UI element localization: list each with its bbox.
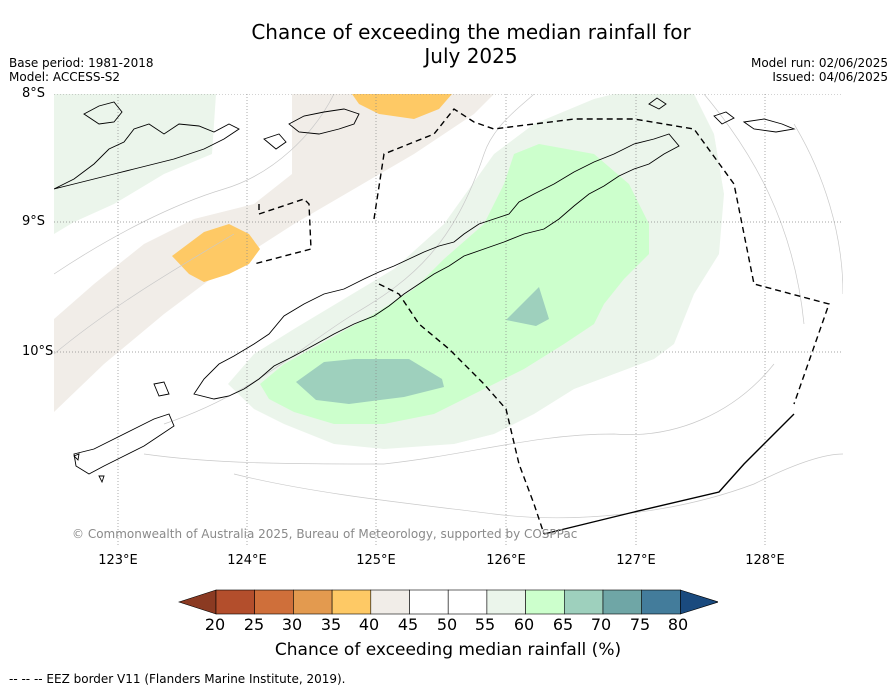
rainfall-map bbox=[54, 94, 843, 546]
colorbar-cell-1 bbox=[215, 589, 256, 615]
model-run: Model run: 02/06/2025 bbox=[750, 56, 888, 70]
colorbar-tick-55: 55 bbox=[474, 615, 496, 634]
contour-lines bbox=[54, 94, 843, 519]
colorbar-cell-10 bbox=[563, 589, 604, 615]
colorbar-cell-2 bbox=[254, 589, 294, 615]
lon-label-127e: 127°E bbox=[616, 553, 656, 568]
lat-label-8s: 8°S bbox=[22, 86, 46, 101]
coast-small-1 bbox=[73, 381, 170, 484]
coast-north-islands bbox=[83, 101, 360, 150]
region-orange-north bbox=[352, 94, 452, 119]
graticule bbox=[54, 94, 843, 546]
colorbar-tick-25: 25 bbox=[243, 615, 265, 634]
colorbar-cell-9 bbox=[525, 589, 565, 615]
title-line-1: Chance of exceeding the median rainfall … bbox=[251, 20, 691, 44]
colorbar-tick-60: 60 bbox=[513, 615, 535, 634]
meta-left: Base period: 1981-2018 Model: ACCESS-S2 bbox=[9, 56, 154, 84]
colorbar-tick-35: 35 bbox=[320, 615, 342, 634]
colorbar-cell-11 bbox=[602, 589, 643, 615]
colorbar-tick-20: 20 bbox=[204, 615, 226, 634]
colorbar-cell-3 bbox=[293, 589, 333, 615]
colorbar-cell-6 bbox=[409, 589, 449, 615]
base-period: Base period: 1981-2018 bbox=[9, 56, 154, 70]
colorbar bbox=[178, 589, 718, 615]
lon-label-123e: 123°E bbox=[98, 553, 138, 568]
coastlines bbox=[54, 97, 796, 484]
region-green-main bbox=[260, 144, 649, 424]
colorbar-cells bbox=[178, 589, 718, 615]
colorbar-extend-low bbox=[178, 589, 217, 615]
eez-central-line bbox=[378, 283, 545, 535]
eez-border bbox=[253, 108, 830, 535]
model-name: Model: ACCESS-S2 bbox=[9, 70, 121, 84]
colorbar-cell-4 bbox=[331, 589, 372, 615]
colorbar-cell-7 bbox=[447, 589, 488, 615]
colorbar-tick-70: 70 bbox=[590, 615, 612, 634]
map-title: Chance of exceeding the median rainfall … bbox=[0, 20, 896, 68]
eez-south-line bbox=[543, 413, 795, 535]
colorbar-tick-50: 50 bbox=[436, 615, 458, 634]
coast-wetar bbox=[648, 97, 796, 133]
lat-label-9s: 9°S bbox=[22, 214, 46, 229]
meta-right: Model run: 02/06/2025 Issued: 04/06/2025 bbox=[751, 56, 888, 84]
colorbar-tick-40: 40 bbox=[358, 615, 380, 634]
eez-west-box bbox=[253, 198, 312, 265]
region-teal-east bbox=[506, 287, 549, 326]
colorbar-tick-75: 75 bbox=[629, 615, 651, 634]
colorbar-label: Chance of exceeding median rainfall (%) bbox=[274, 640, 622, 660]
lon-label-126e: 126°E bbox=[486, 553, 526, 568]
lon-label-124e: 124°E bbox=[227, 553, 267, 568]
colorbar-cell-5 bbox=[370, 589, 410, 615]
colorbar-tick-45: 45 bbox=[397, 615, 419, 634]
colorbar-tick-30: 30 bbox=[281, 615, 303, 634]
eez-footer-note: -- -- -- EEZ border V11 (Flanders Marine… bbox=[9, 672, 346, 686]
colorbar-cell-8 bbox=[486, 589, 526, 615]
copyright-notice: © Commonwealth of Australia 2025, Bureau… bbox=[72, 527, 578, 541]
coast-flores-alor bbox=[54, 123, 240, 190]
colorbar-tick-80: 80 bbox=[667, 615, 689, 634]
region-beige-band bbox=[54, 94, 494, 412]
lon-label-125e: 125°E bbox=[356, 553, 396, 568]
colorbar-cell-12 bbox=[641, 589, 681, 615]
colorbar-extend-high bbox=[680, 589, 718, 615]
coast-timor bbox=[193, 133, 680, 400]
issued-date: Issued: 04/06/2025 bbox=[772, 70, 888, 84]
coast-sumba-west bbox=[73, 413, 175, 475]
lat-label-10s: 10°S bbox=[22, 344, 54, 359]
lon-label-128e: 128°E bbox=[745, 553, 785, 568]
region-teal-south bbox=[296, 359, 444, 404]
region-light-green-nw bbox=[54, 94, 216, 234]
region-orange-west bbox=[172, 224, 260, 282]
colorbar-tick-65: 65 bbox=[552, 615, 574, 634]
title-line-2: July 2025 bbox=[424, 44, 518, 68]
